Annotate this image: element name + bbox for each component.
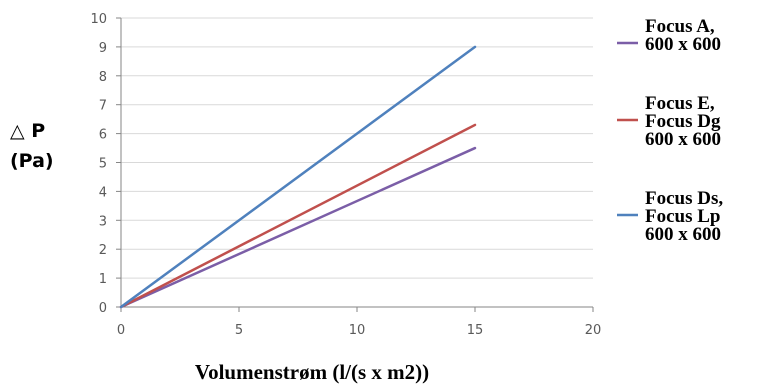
y-tick-label: 5: [99, 157, 107, 172]
legend-label-3: Focus Lp: [645, 206, 721, 227]
y-tick-label: 0: [99, 301, 107, 316]
y-tick-label: 6: [99, 128, 107, 143]
legend-label-2: 600 x 600: [645, 129, 721, 150]
x-tick-label: 20: [585, 323, 602, 338]
axes: [116, 17, 594, 312]
gridlines: [121, 17, 593, 279]
y-tick-label: 3: [99, 214, 107, 229]
y-axis-title-line-2: (Pa): [10, 150, 54, 172]
x-axis-title: Volumenstrøm (l/(s x m2)): [195, 360, 429, 384]
y-tick-label: 8: [99, 70, 107, 85]
legend-label-3: 600 x 600: [645, 224, 721, 245]
y-tick-label: 7: [99, 99, 107, 114]
series-line-1: [119, 146, 477, 309]
series-line-3: [119, 45, 477, 309]
y-tick-label: 9: [99, 41, 107, 56]
legend-label-2: Focus E,: [645, 93, 715, 114]
series-line-2: [119, 123, 477, 309]
legend-label-2: Focus Dg: [645, 111, 721, 132]
tick-labels: 0 1 2 3 4 5 6 7 8 9 10 0 5 10 15 20: [90, 12, 601, 338]
legend-label-3: Focus Ds,: [645, 188, 723, 209]
x-tick-label: 5: [235, 323, 243, 338]
y-tick-label: 10: [90, 12, 107, 27]
y-axis-title-line-1: △ P: [10, 120, 45, 142]
y-tick-label: 2: [99, 243, 107, 258]
legend-label-1: Focus A,: [645, 16, 715, 37]
y-tick-label: 1: [99, 272, 107, 287]
x-tick-label: 15: [467, 323, 484, 338]
y-tick-label: 4: [99, 185, 107, 200]
x-tick-label: 0: [117, 323, 125, 338]
x-tick-label: 10: [349, 323, 366, 338]
legend-label-1: 600 x 600: [645, 34, 721, 55]
series-lines: [119, 45, 477, 309]
